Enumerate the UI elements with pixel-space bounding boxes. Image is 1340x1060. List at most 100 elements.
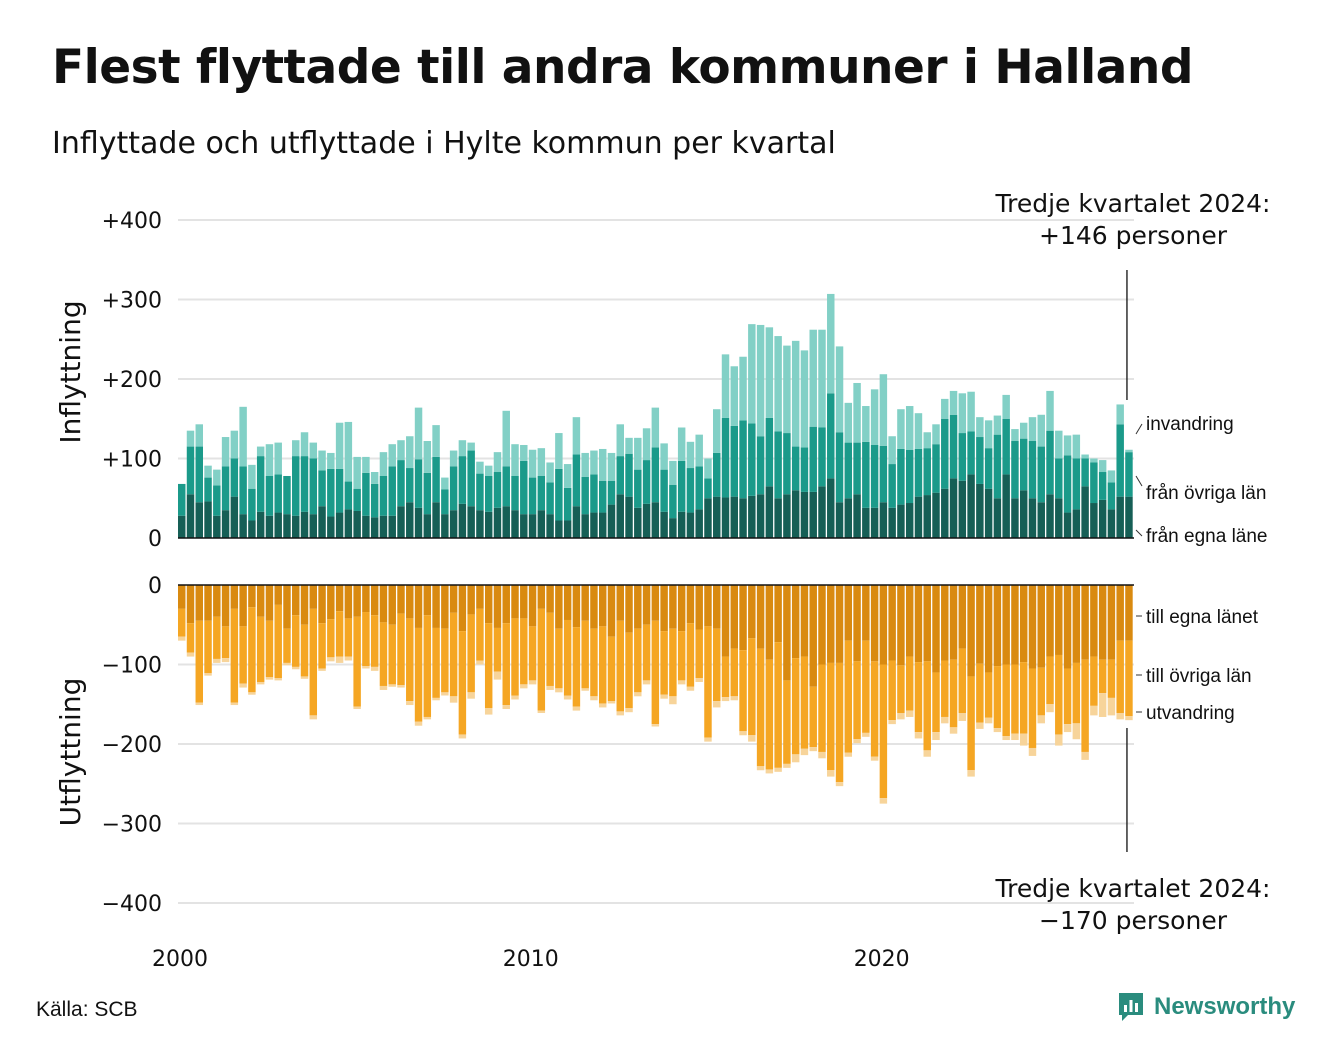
bar-inflow — [888, 436, 896, 465]
bar-inflow — [905, 449, 914, 504]
bar-inflow — [756, 494, 765, 538]
bar-inflow — [818, 329, 826, 428]
bar-outflow — [774, 585, 782, 643]
bar-outflow — [800, 748, 809, 756]
bar-outflow — [870, 661, 879, 757]
bar-outflow — [423, 585, 432, 616]
bar-inflow — [520, 444, 528, 461]
bar-inflow — [1063, 455, 1072, 513]
bar-outflow — [256, 616, 265, 682]
bar-inflow — [432, 425, 440, 457]
bar-inflow — [449, 510, 458, 539]
y-tick-label: 0 — [148, 527, 162, 552]
bar-outflow — [511, 618, 519, 696]
bar-outflow — [502, 623, 510, 706]
bar-outflow — [493, 627, 502, 672]
bar-inflow — [1116, 496, 1124, 538]
bar-inflow — [625, 437, 633, 454]
bar-inflow — [642, 460, 651, 504]
bar-inflow — [379, 452, 388, 476]
bar-outflow — [484, 708, 493, 715]
bar-outflow — [292, 585, 300, 616]
bar-outflow — [642, 585, 651, 625]
bar-inflow — [888, 464, 896, 508]
bar-inflow — [1002, 474, 1010, 538]
bar-outflow — [774, 767, 782, 772]
bar-inflow — [256, 511, 265, 538]
bar-outflow — [686, 686, 695, 691]
bar-inflow — [791, 490, 800, 538]
bar-outflow — [905, 710, 914, 717]
bar-inflow — [695, 434, 703, 467]
annotation-upper-line2: +146 personer — [1039, 221, 1228, 250]
bar-inflow — [397, 506, 405, 538]
bar-inflow — [721, 497, 730, 538]
bar-outflow — [1063, 724, 1072, 733]
bar-outflow — [546, 612, 554, 686]
bar-inflow — [493, 472, 502, 508]
bar-outflow — [1072, 723, 1081, 740]
bar-outflow — [1098, 693, 1107, 717]
bar-inflow — [265, 515, 274, 538]
bar-inflow — [984, 488, 993, 538]
brand-logo[interactable]: Newsworthy — [1116, 990, 1295, 1024]
bar-outflow — [239, 626, 247, 684]
bar-outflow — [335, 585, 344, 612]
bar-inflow — [213, 469, 221, 486]
bar-outflow — [1116, 585, 1124, 641]
bar-inflow — [651, 447, 660, 503]
bar-outflow — [309, 585, 318, 609]
bar-inflow — [616, 424, 624, 457]
bar-outflow — [993, 585, 1002, 667]
bar-inflow — [572, 454, 581, 507]
bar-outflow — [958, 713, 967, 721]
y-axis-title-upper: Inflyttning — [54, 300, 87, 443]
bar-inflow — [493, 452, 502, 473]
bar-outflow — [888, 585, 896, 661]
bar-outflow — [476, 585, 484, 609]
bar-outflow — [300, 624, 309, 677]
bar-inflow — [239, 406, 247, 467]
bar-inflow — [818, 486, 826, 538]
bar-outflow — [467, 692, 475, 699]
bar-outflow — [1046, 656, 1054, 705]
bar-outflow — [932, 732, 940, 741]
bar-outflow — [844, 640, 853, 753]
bar-inflow — [993, 415, 1002, 435]
bar-outflow — [853, 661, 861, 740]
bar-inflow — [669, 484, 677, 519]
bar-outflow — [581, 688, 589, 691]
bar-outflow — [923, 585, 931, 662]
bar-inflow — [467, 442, 475, 451]
bar-inflow — [274, 442, 282, 475]
bar-outflow — [809, 686, 817, 748]
bar-outflow — [1107, 697, 1116, 716]
bar-inflow — [686, 441, 695, 469]
bar-inflow — [1055, 458, 1063, 499]
bar-inflow — [1098, 499, 1107, 538]
bar-outflow — [941, 660, 949, 717]
bar-inflow — [327, 516, 335, 538]
leader-line — [1135, 475, 1143, 487]
bar-inflow — [827, 478, 835, 539]
bar-outflow — [739, 731, 747, 736]
bar-outflow — [616, 585, 624, 621]
bar-inflow — [748, 423, 756, 496]
legend-label-inflow: från övriga län — [1146, 483, 1266, 504]
bar-inflow — [695, 466, 703, 510]
bar-outflow — [344, 618, 353, 657]
bar-inflow — [625, 496, 633, 538]
bar-outflow — [397, 613, 405, 686]
bar-outflow — [256, 681, 265, 685]
bar-outflow — [572, 706, 581, 711]
x-tick-label: 2010 — [503, 947, 559, 972]
bar-outflow — [1063, 585, 1072, 669]
bar-inflow — [616, 456, 624, 495]
y-tick-label: −300 — [102, 813, 162, 838]
bar-outflow — [721, 656, 730, 698]
bar-outflow — [756, 585, 765, 649]
bar-outflow — [598, 626, 607, 704]
bar-outflow — [677, 585, 686, 632]
annotation-lower-line2: −170 personer — [1039, 906, 1228, 935]
bar-inflow — [300, 456, 309, 512]
